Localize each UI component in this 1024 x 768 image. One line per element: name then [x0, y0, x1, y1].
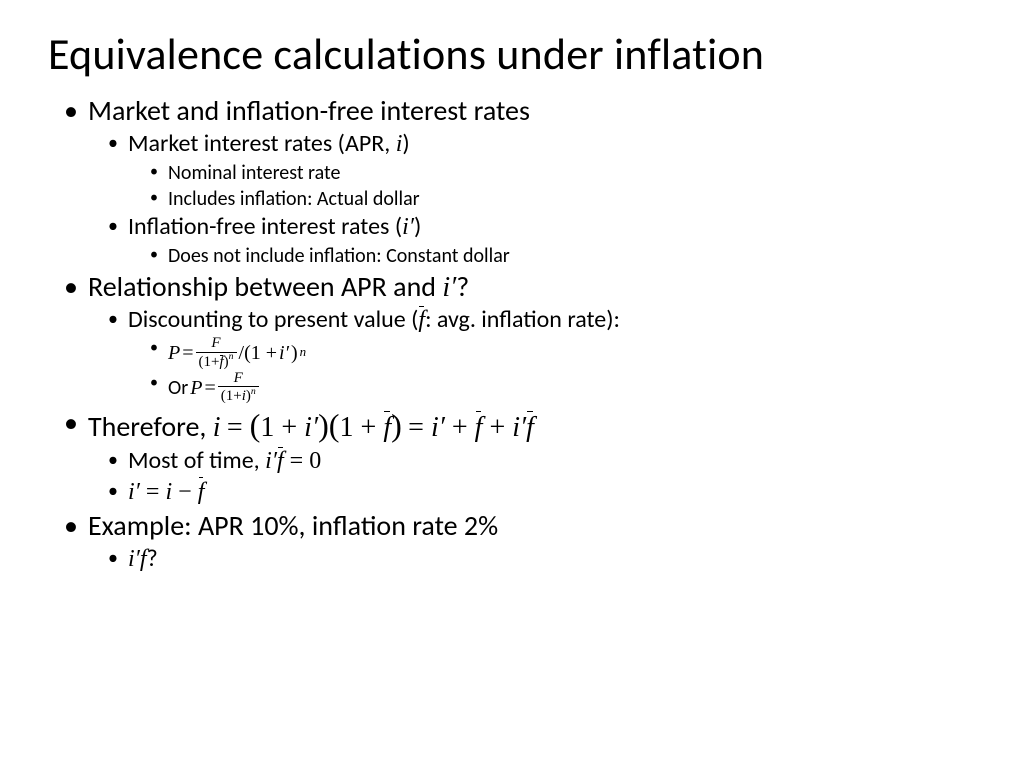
fraction-2: F (1+i)n — [218, 371, 259, 406]
text: 1 + — [340, 412, 384, 443]
var-f-bar: f — [383, 410, 391, 446]
var-i-prime: i′ — [128, 546, 140, 572]
var-f-bar: f — [418, 305, 425, 336]
text: Market interest rates (APR, — [128, 129, 396, 158]
rparen: ) — [391, 407, 402, 443]
var-i-prime: i′ — [279, 340, 289, 366]
eq-sign: = — [204, 375, 215, 401]
text: (1+ — [199, 354, 220, 370]
text: ) — [414, 212, 421, 241]
text: 1 + — [260, 412, 304, 443]
var-f-bar: f — [277, 446, 284, 477]
bullet-example-q: i′f? — [128, 544, 976, 575]
var-P: P — [168, 340, 180, 366]
var-i-prime: i′ — [512, 412, 526, 443]
lparen: ( — [329, 407, 340, 443]
equation-2: Or P = F (1+i)n — [168, 371, 976, 406]
text: Inflation-free interest rates ( — [128, 212, 402, 241]
lparen: ( — [250, 407, 261, 443]
var-i-prime: i′ — [128, 479, 140, 505]
rparen: ) — [318, 407, 329, 443]
plus: + — [482, 412, 512, 443]
var-f-bar: f — [198, 477, 205, 508]
text: ) — [291, 340, 298, 366]
var-f-bar: f — [475, 410, 483, 446]
var-i-prime: i′ — [402, 214, 414, 240]
eq-sign: = — [182, 340, 193, 366]
slide-title: Equivalence calculations under inflation — [48, 30, 976, 79]
text: (1+ — [221, 388, 242, 404]
bullet-nominal-rate: Nominal interest rate — [168, 160, 976, 186]
text: Relationship between APR and — [88, 269, 442, 304]
var-f: f — [140, 546, 147, 572]
bullet-therefore: Therefore, i = (1 + i′)(1 + f) = i′ + f … — [88, 405, 976, 446]
qmark: ? — [147, 544, 158, 573]
denominator: (1+i)n — [218, 386, 259, 405]
text: Most of time, — [128, 446, 265, 475]
bullet-inflation-free-rates: Inflation-free interest rates (i′) — [128, 212, 976, 243]
var-i-prime: i′ — [442, 272, 456, 303]
fraction-1: F (1+f)n — [196, 336, 237, 371]
text: : avg. inflation rate): — [425, 305, 620, 334]
eq-zero: = 0 — [284, 448, 322, 474]
eq-sign: = — [227, 412, 250, 443]
var-i-prime: i′ — [304, 412, 318, 443]
var-P: P — [190, 375, 202, 401]
numerator: F — [218, 371, 259, 387]
text: ) — [402, 129, 409, 158]
text: Discounting to present value ( — [128, 305, 418, 334]
eq-sign: = — [140, 479, 166, 505]
exp-n: n — [251, 386, 256, 397]
var-i: i — [213, 412, 221, 443]
minus: − — [172, 479, 198, 505]
exp-n: n — [300, 344, 307, 361]
bullet-relationship: Relationship between APR and i′? — [88, 269, 976, 306]
bullet-i-prime-eq: i′ = i − f — [128, 477, 976, 508]
slide: Equivalence calculations under inflation… — [0, 0, 1024, 768]
denominator: (1+f)n — [196, 352, 237, 371]
plus: + — [445, 412, 475, 443]
bullet-most-of-time: Most of time, i′f = 0 — [128, 446, 976, 477]
exp-n: n — [229, 351, 234, 362]
bullet-example: Example: APR 10%, inflation rate 2% — [88, 508, 976, 544]
bullet-market-rates: Market interest rates (APR, i) — [128, 129, 976, 160]
text: Or — [168, 375, 188, 401]
bullet-market-inflation-free: Market and inflation-free interest rates — [88, 93, 976, 129]
text: ? — [456, 269, 469, 304]
bullet-includes-inflation: Includes inflation: Actual dollar — [168, 186, 976, 212]
numerator: F — [196, 336, 237, 352]
eq-sign: = — [408, 412, 431, 443]
var-f-bar: f — [219, 355, 223, 371]
bullet-discounting: Discounting to present value (f: avg. in… — [128, 305, 976, 336]
var-f-bar: f — [526, 410, 534, 446]
var-i-prime: i′ — [431, 412, 445, 443]
bullet-list: Market and inflation-free interest rates… — [48, 93, 976, 574]
text: /(1 + — [239, 340, 278, 366]
bullet-no-inflation: Does not include inflation: Constant dol… — [168, 243, 976, 269]
text: Therefore, — [88, 409, 213, 444]
text: ) — [224, 354, 229, 370]
var-i-prime: i′ — [265, 448, 277, 474]
equation-1: P = F (1+f)n /(1 + i′)n — [168, 336, 976, 371]
